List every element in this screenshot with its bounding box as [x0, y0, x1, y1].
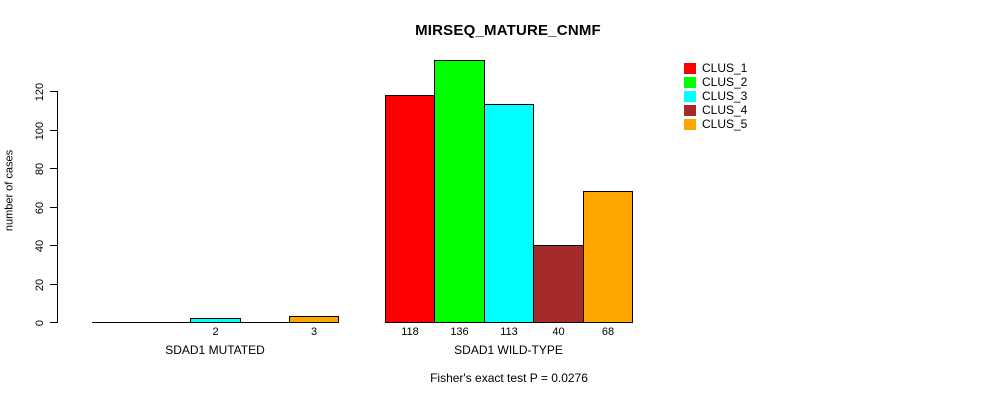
bar-value-label: 2 — [212, 326, 219, 338]
y-tick-label: 0 — [34, 319, 46, 327]
y-tick-label: 80 — [34, 162, 46, 176]
y-tick-label: 40 — [34, 239, 46, 253]
y-axis-tick — [50, 91, 58, 92]
bar-clus_3-mutated — [190, 318, 241, 323]
bar-value-label: 136 — [450, 326, 469, 338]
y-tick-label: 60 — [34, 201, 46, 215]
bar-clus_5-wild-type — [583, 191, 633, 323]
legend-swatch-clus_1 — [684, 63, 696, 74]
y-tick-label: 100 — [34, 121, 46, 141]
chart-title: MIRSEQ_MATURE_CNMF — [415, 22, 601, 39]
bar-clus_2-wild-type — [434, 60, 485, 323]
y-axis-tick — [50, 322, 58, 323]
legend-label-clus_2: CLUS_2 — [702, 75, 748, 89]
bar-value-label: 113 — [500, 326, 518, 338]
legend-label-clus_4: CLUS_4 — [702, 103, 748, 117]
legend-swatch-clus_5 — [684, 119, 696, 130]
bar-value-label: 118 — [401, 326, 419, 338]
y-axis-tick — [50, 207, 58, 208]
x-category-label: SDAD1 WILD-TYPE — [454, 343, 563, 357]
bar-clus_5-mutated — [289, 316, 339, 323]
y-tick-label: 120 — [34, 82, 46, 102]
bar-clus_3-wild-type — [484, 104, 534, 323]
y-tick-label: 20 — [34, 278, 46, 292]
bar-clus_4-wild-type — [533, 245, 584, 323]
y-axis-tick — [50, 245, 58, 246]
y-axis-tick — [50, 130, 58, 131]
legend-label-clus_1: CLUS_1 — [702, 61, 748, 75]
bar-value-label: 68 — [601, 326, 615, 338]
y-axis-tick — [50, 168, 58, 169]
legend-label-clus_5: CLUS_5 — [702, 117, 748, 131]
legend-swatch-clus_2 — [684, 77, 696, 88]
y-axis-tick — [50, 284, 58, 285]
bar-value-label: 3 — [310, 326, 318, 338]
bar-clus_1-wild-type — [385, 95, 435, 323]
bar-value-label: 40 — [552, 326, 565, 338]
y-axis-label: number of cases — [3, 149, 16, 232]
legend-swatch-clus_4 — [684, 105, 696, 116]
fisher-test-annotation: Fisher's exact test P = 0.0276 — [430, 371, 588, 385]
legend-swatch-clus_3 — [684, 91, 696, 102]
x-category-label: SDAD1 MUTATED — [165, 343, 265, 357]
legend-label-clus_3: CLUS_3 — [702, 89, 748, 103]
